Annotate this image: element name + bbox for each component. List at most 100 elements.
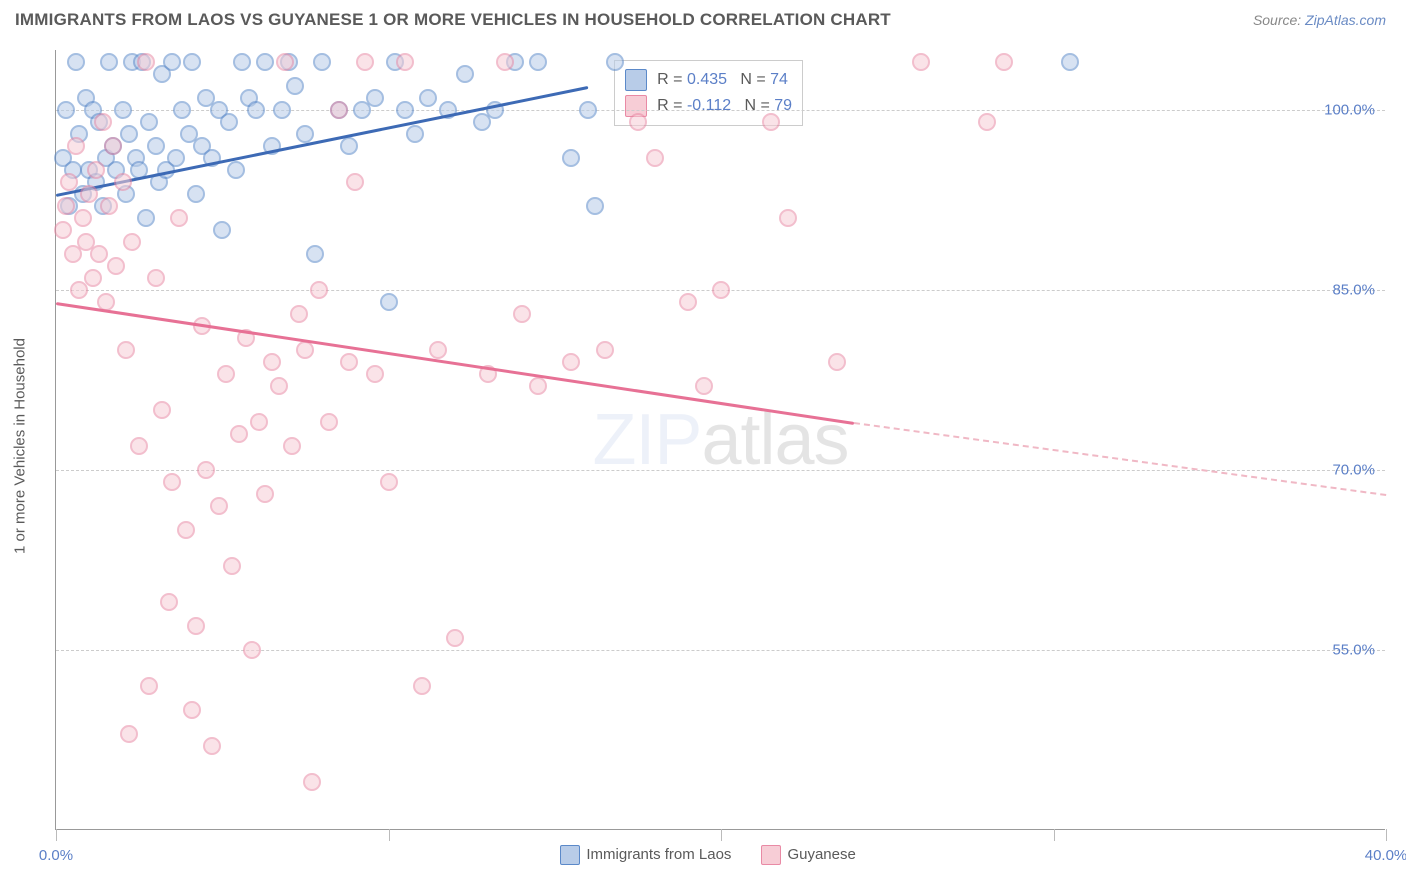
data-point — [396, 101, 414, 119]
data-point — [140, 113, 158, 131]
data-point — [90, 245, 108, 263]
source-link[interactable]: ZipAtlas.com — [1305, 12, 1386, 28]
data-point — [562, 149, 580, 167]
data-point — [137, 53, 155, 71]
data-point — [123, 233, 141, 251]
data-point — [828, 353, 846, 371]
data-point — [330, 101, 348, 119]
data-point — [187, 185, 205, 203]
data-point — [762, 113, 780, 131]
swatch-blue-icon — [560, 845, 580, 865]
data-point — [57, 197, 75, 215]
data-point — [147, 137, 165, 155]
data-point — [173, 101, 191, 119]
data-point — [104, 137, 122, 155]
data-point — [995, 53, 1013, 71]
data-point — [147, 269, 165, 287]
data-point — [163, 473, 181, 491]
data-point — [153, 401, 171, 419]
data-point — [84, 269, 102, 287]
x-tick — [1386, 829, 1387, 841]
data-point — [167, 149, 185, 167]
trend-line — [56, 86, 589, 197]
data-point — [562, 353, 580, 371]
series-legend: Immigrants from Laos Guyanese — [560, 845, 855, 865]
data-point — [456, 65, 474, 83]
data-point — [210, 497, 228, 515]
data-point — [496, 53, 514, 71]
data-point — [296, 341, 314, 359]
watermark: ZIPatlas — [592, 399, 848, 481]
data-point — [114, 101, 132, 119]
data-point — [629, 113, 647, 131]
data-point — [230, 425, 248, 443]
data-point — [346, 173, 364, 191]
data-point — [380, 473, 398, 491]
data-point — [306, 245, 324, 263]
data-point — [313, 53, 331, 71]
data-point — [446, 629, 464, 647]
data-point — [290, 305, 308, 323]
source-label: Source: ZipAtlas.com — [1253, 12, 1386, 28]
data-point — [67, 53, 85, 71]
x-tick — [56, 829, 57, 841]
data-point — [429, 341, 447, 359]
data-point — [263, 353, 281, 371]
data-point — [529, 377, 547, 395]
data-point — [217, 365, 235, 383]
data-point — [586, 197, 604, 215]
data-point — [177, 521, 195, 539]
data-point — [80, 185, 98, 203]
swatch-pink-icon — [761, 845, 781, 865]
chart-title: IMMIGRANTS FROM LAOS VS GUYANESE 1 OR MO… — [15, 10, 891, 30]
data-point — [120, 725, 138, 743]
data-point — [130, 437, 148, 455]
y-tick-label: 85.0% — [1332, 282, 1375, 299]
y-tick-label: 100.0% — [1324, 102, 1375, 119]
data-point — [596, 341, 614, 359]
data-point — [213, 221, 231, 239]
data-point — [243, 641, 261, 659]
title-bar: IMMIGRANTS FROM LAOS VS GUYANESE 1 OR MO… — [0, 0, 1406, 40]
data-point — [100, 197, 118, 215]
data-point — [366, 89, 384, 107]
data-point — [695, 377, 713, 395]
data-point — [273, 101, 291, 119]
data-point — [296, 125, 314, 143]
data-point — [256, 485, 274, 503]
y-axis-label: 1 or more Vehicles in Household — [12, 338, 29, 554]
data-point — [303, 773, 321, 791]
data-point — [406, 125, 424, 143]
data-point — [310, 281, 328, 299]
data-point — [117, 341, 135, 359]
plot-area: ZIPatlas R = 0.435 N = 74 R = -0.112 N =… — [55, 50, 1385, 830]
x-tick-label: 0.0% — [39, 847, 73, 864]
data-point — [233, 53, 251, 71]
data-point — [396, 53, 414, 71]
trend-line-extrapolated — [854, 422, 1386, 496]
x-tick — [1054, 829, 1055, 841]
data-point — [87, 161, 105, 179]
swatch-blue — [625, 69, 647, 91]
data-point — [94, 113, 112, 131]
data-point — [223, 557, 241, 575]
chart-area: ZIPatlas R = 0.435 N = 74 R = -0.112 N =… — [55, 50, 1385, 830]
data-point — [250, 413, 268, 431]
data-point — [60, 173, 78, 191]
data-point — [286, 77, 304, 95]
data-point — [1061, 53, 1079, 71]
data-point — [220, 113, 238, 131]
data-point — [366, 365, 384, 383]
data-point — [67, 137, 85, 155]
data-point — [170, 209, 188, 227]
x-tick — [721, 829, 722, 841]
legend-item-laos: Immigrants from Laos — [560, 845, 731, 865]
data-point — [197, 461, 215, 479]
data-point — [340, 137, 358, 155]
data-point — [978, 113, 996, 131]
data-point — [380, 293, 398, 311]
data-point — [107, 257, 125, 275]
data-point — [160, 593, 178, 611]
data-point — [513, 305, 531, 323]
data-point — [57, 101, 75, 119]
